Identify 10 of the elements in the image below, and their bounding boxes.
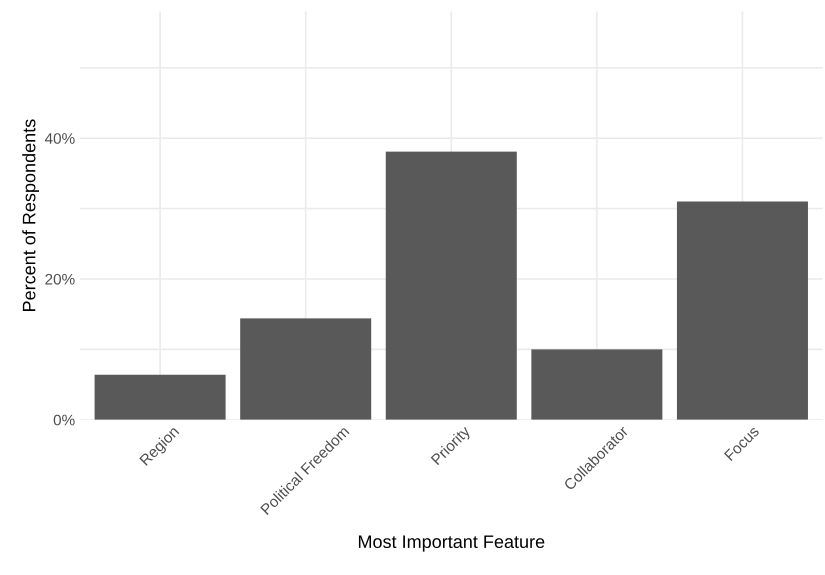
y-axis-title: Percent of Respondents [22, 119, 40, 311]
y-tick-label: 20% [45, 274, 75, 285]
bar [240, 318, 372, 420]
bar [676, 202, 808, 420]
y-tick-label: 0% [54, 414, 75, 426]
x-axis-title: Most Important Feature [358, 535, 544, 552]
y-tick-label: 40% [44, 133, 75, 144]
bar [94, 374, 226, 420]
bar [386, 152, 517, 420]
bar [531, 349, 662, 420]
